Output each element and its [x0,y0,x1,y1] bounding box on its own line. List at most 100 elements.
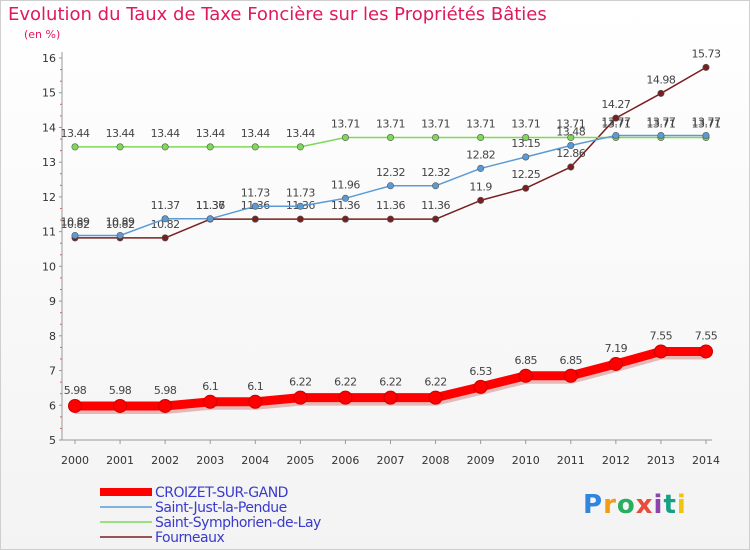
data-label: 5.98 [109,384,132,397]
data-label: 10.89 [61,215,90,228]
data-point [567,142,575,150]
series-line [75,66,707,239]
data-label: 13.77 [692,115,721,128]
data-label: 13.71 [376,118,405,131]
data-label: 12.25 [511,168,540,181]
data-point [428,390,443,405]
y-tick-label: 15 [42,87,56,100]
data-point [386,215,394,223]
data-label: 6.22 [289,376,312,389]
data-point [116,143,124,151]
data-point [116,231,124,239]
data-point [161,215,169,223]
data-point [206,215,214,223]
data-point [477,164,485,172]
data-label: 13.71 [601,118,630,131]
x-tick-label: 2011 [557,454,585,467]
data-point [522,153,530,161]
data-label: 11.9 [469,180,492,193]
legend-label: Saint-Symphorien-de-Lay [155,515,321,531]
x-tick-label: 2002 [151,454,179,467]
legend-label: CROIZET-SUR-GAND [155,485,288,501]
data-label: 13.44 [196,127,225,140]
y-tick-label: 5 [49,434,56,447]
chart-subtitle: (en %) [24,28,61,41]
data-point [341,215,349,223]
data-label: 6.22 [424,376,447,389]
y-tick-label: 10 [42,260,56,273]
logo-letter: i [653,490,664,520]
data-point [293,390,308,405]
data-label: 13.71 [421,118,450,131]
data-label: 13.77 [646,115,675,128]
data-label: 14.27 [601,98,630,111]
data-label: 13.71 [331,118,360,131]
logo-letter: i [676,490,687,520]
data-label: 13.44 [61,127,90,140]
data-point [341,134,349,142]
data-label: 6.22 [379,376,402,389]
data-label: 13.44 [106,127,135,140]
data-point [518,368,533,383]
data-point [702,131,710,139]
data-point [657,89,665,97]
data-label: 10.82 [61,218,90,231]
data-label: 6.1 [202,380,218,393]
data-label: 11.36 [421,199,450,212]
data-label: 6.22 [334,376,357,389]
data-label: 11.73 [241,186,270,199]
data-point [158,398,173,413]
data-point [383,390,398,405]
x-tick-label: 2004 [241,454,269,467]
data-point [248,394,263,409]
data-label: 10.82 [106,218,135,231]
data-point [296,143,304,151]
data-point [68,398,82,413]
data-point [477,196,485,204]
data-point [296,202,304,210]
data-label: 13.71 [692,118,721,131]
data-point [473,379,488,394]
data-label: 7.19 [605,342,628,355]
data-label: 7.55 [650,329,673,342]
series-saint-just-la-pendue: 10.89 10.89 11.37 11.37 11.73 11.73 11.96 12.32… [61,115,721,239]
logo-letter: x [635,490,654,520]
legend-label: Fourneaux [155,530,224,546]
logo-letter: o [616,490,636,520]
data-label: 13.71 [556,118,585,131]
y-tick-label: 11 [42,226,56,239]
x-tick-label: 2001 [106,454,134,467]
data-label: 13.48 [556,126,585,139]
data-label: 11.96 [331,178,360,191]
data-label: 12.32 [421,166,450,179]
y-tick-label: 6 [49,399,56,412]
data-point [699,344,713,359]
series-fourneaux: 10.8210.8210.8211.3611.3611.3611.3611.36… [61,47,721,242]
data-point [608,356,623,371]
x-tick-label: 2009 [467,454,495,467]
data-label: 12.32 [376,166,405,179]
data-point [432,134,440,142]
data-label: 12.82 [466,148,495,161]
y-tick-label: 9 [49,295,56,308]
data-label: 10.89 [106,215,135,228]
data-point [567,163,575,171]
data-label: 13.71 [511,118,540,131]
legend-label: Saint-Just-la-Pendue [155,500,287,516]
logo-letter: t [663,490,677,520]
data-label: 11.37 [196,199,225,212]
data-point [161,143,169,151]
data-point [338,390,353,405]
data-label: 13.44 [286,127,315,140]
data-point [251,215,259,223]
x-tick-label: 2008 [422,454,450,467]
data-label: 13.71 [646,118,675,131]
data-label: 11.37 [151,199,180,212]
data-point [653,344,668,359]
y-tick-label: 12 [42,191,56,204]
data-label: 6.85 [560,354,583,367]
data-point [386,134,394,142]
data-label: 6.85 [514,354,537,367]
data-label: 13.44 [151,127,180,140]
data-label: 11.36 [196,199,225,212]
